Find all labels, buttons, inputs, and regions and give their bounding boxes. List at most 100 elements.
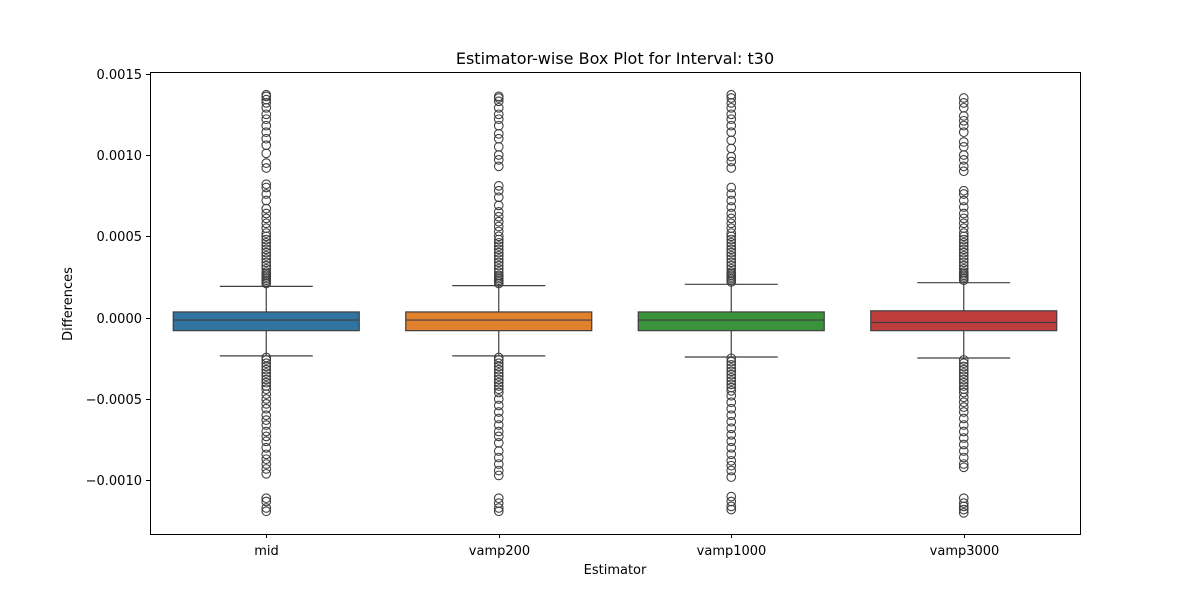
outlier-point <box>261 182 272 193</box>
outlier-point <box>726 465 737 476</box>
outlier-point <box>958 377 969 388</box>
outlier-point <box>261 195 272 206</box>
outlier-point <box>726 241 737 251</box>
y-tick-label: 0.0010 <box>97 149 143 164</box>
outlier-point <box>726 213 737 224</box>
outlier-point <box>493 91 504 102</box>
outlier-point <box>261 114 272 125</box>
outlier-point <box>493 465 504 476</box>
outlier-point <box>958 374 969 385</box>
outlier-point <box>958 208 969 219</box>
outlier-point <box>493 368 504 378</box>
outlier-point <box>261 228 272 238</box>
outlier-point <box>958 257 969 268</box>
outlier-point <box>261 257 272 268</box>
iqr-box <box>637 311 825 332</box>
outlier-point <box>726 120 737 131</box>
outlier-point <box>726 263 737 274</box>
outlier-point <box>493 381 504 391</box>
outlier-point <box>261 468 272 479</box>
outlier-point <box>726 143 737 154</box>
outlier-point <box>493 128 504 139</box>
outlier-point <box>726 410 737 421</box>
outlier-point <box>261 415 272 425</box>
outlier-point <box>958 508 969 518</box>
outlier-point <box>958 150 969 160</box>
outlier-point <box>958 452 969 463</box>
outlier-point <box>726 385 737 396</box>
iqr-box <box>870 310 1058 332</box>
outlier-point <box>958 228 969 238</box>
outlier-point <box>261 371 272 382</box>
outlier-point <box>261 436 272 447</box>
outlier-point <box>261 218 272 229</box>
outlier-point <box>493 400 504 411</box>
outlier-point <box>958 413 969 424</box>
outlier-point <box>261 389 272 399</box>
outlier-point <box>261 496 272 507</box>
outlier-point <box>261 420 272 430</box>
outlier-point <box>958 433 969 443</box>
y-tick-label: −0.0010 <box>86 474 142 489</box>
outlier-point <box>726 218 737 229</box>
outlier-point <box>261 189 272 199</box>
outlier-point <box>493 109 504 120</box>
outlier-point <box>958 127 969 138</box>
outlier-point <box>261 94 272 105</box>
outlier-point <box>493 493 504 504</box>
outlier-point <box>726 127 737 138</box>
outlier-point <box>493 216 504 227</box>
outlier-point <box>493 446 504 456</box>
outlier-point <box>493 221 504 232</box>
outlier-point <box>726 423 737 434</box>
outlier-point <box>493 361 504 372</box>
outlier-point <box>261 133 272 144</box>
outlier-point <box>493 185 504 196</box>
outlier-point <box>726 163 737 173</box>
outlier-point <box>958 263 969 274</box>
outlier-point <box>958 237 969 248</box>
outlier-point <box>493 141 504 152</box>
chart-title: Estimator-wise Box Plot for Interval: t3… <box>456 49 774 68</box>
outlier-point <box>726 182 737 193</box>
outlier-point <box>726 208 737 219</box>
outlier-point <box>493 114 504 125</box>
outlier-point <box>261 213 272 224</box>
outlier-point <box>493 263 504 274</box>
outlier-point <box>493 426 504 437</box>
outlier-point <box>726 260 737 271</box>
outlier-point <box>493 161 504 172</box>
outlier-point <box>493 250 504 261</box>
outlier-point <box>493 211 504 222</box>
outlier-point <box>958 387 969 398</box>
outlier-point <box>726 237 737 248</box>
outlier-point <box>958 407 969 417</box>
outlier-point <box>726 379 737 390</box>
outlier-point <box>493 226 504 237</box>
outlier-point <box>493 384 504 395</box>
outlier-point <box>726 504 737 515</box>
outlier-point <box>726 202 737 212</box>
outlier-point <box>958 402 969 412</box>
y-axis: 0.0015 0.0010 0.0005 0.0000 −0.0005 −0.0010 <box>86 68 150 489</box>
outlier-point <box>958 267 969 277</box>
outlier-point <box>958 195 969 206</box>
outlier-point <box>726 366 737 377</box>
outlier-point <box>493 207 504 217</box>
outlier-point <box>493 270 504 281</box>
outlier-point <box>493 267 504 277</box>
outlier-point <box>726 460 737 471</box>
outlier-point <box>726 416 737 427</box>
outlier-point <box>261 355 272 365</box>
outlier-point <box>493 364 504 375</box>
box-mid <box>172 89 360 517</box>
outlier-point <box>958 361 969 372</box>
outlier-point <box>958 368 969 378</box>
outlier-point <box>726 455 737 466</box>
outlier-point <box>493 241 504 251</box>
outlier-point <box>726 93 737 103</box>
outlier-point <box>958 371 969 382</box>
outlier-point <box>726 429 737 440</box>
outlier-point <box>493 503 504 513</box>
